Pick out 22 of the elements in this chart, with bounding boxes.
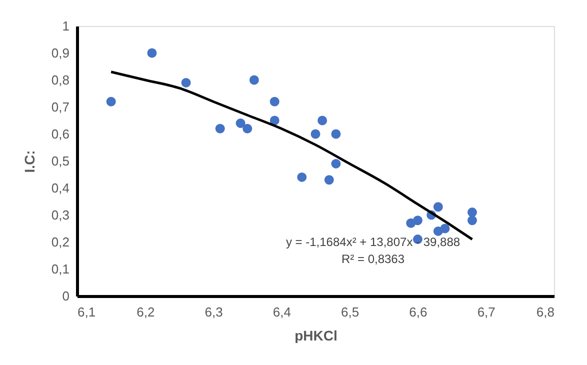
y-tick-label: 0,4: [51, 180, 70, 196]
y-tick-label: 0,7: [51, 100, 70, 114]
y-tick-label: 0,1: [51, 262, 70, 276]
y-tick-label: 0,3: [51, 208, 70, 222]
x-tick-label: 6,8: [536, 304, 554, 320]
y-tick-label: 0: [62, 288, 70, 304]
y-tick-label: 0,5: [51, 154, 70, 168]
y-tick-label: 1: [62, 18, 70, 34]
x-tick-label: 6,7: [477, 304, 496, 320]
x-tick-label: 6,5: [341, 304, 360, 320]
y-tick-label: 0,8: [51, 72, 70, 88]
annotation: y = -1,1684x² + 13,807x - 39,888: [286, 235, 460, 249]
y-tick-label: 0,2: [51, 234, 70, 250]
x-tick-label: 6,3: [204, 304, 223, 320]
annotation: R² = 0,8363: [341, 252, 405, 266]
y-tick-label: 0,9: [51, 46, 70, 60]
x-tick-label: 6,6: [409, 304, 428, 320]
y-tick-label: 0,6: [51, 126, 70, 142]
x-tick-label: 6,4: [272, 304, 291, 320]
y-axis-title: I.C:: [21, 150, 38, 173]
x-tick-label: 6,1: [78, 304, 96, 320]
x-tick-label: 6,2: [136, 304, 155, 320]
